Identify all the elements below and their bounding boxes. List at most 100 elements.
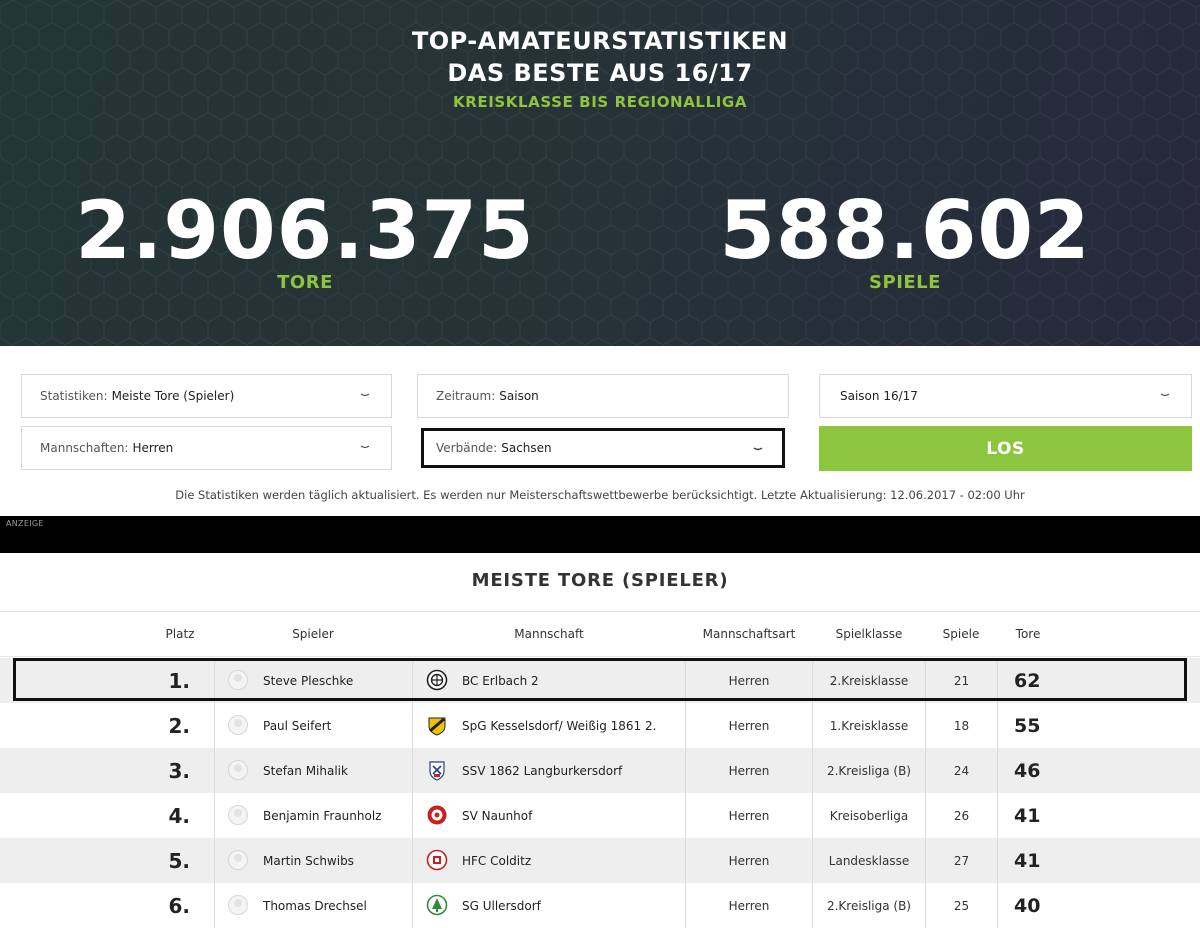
divider [925, 838, 926, 883]
divider [685, 703, 686, 748]
team-name[interactable]: HFC Colditz [462, 853, 532, 868]
chevron-down-icon [360, 393, 370, 397]
club-crest-icon [426, 894, 448, 916]
player-name[interactable]: Paul Seifert [263, 718, 332, 733]
header-mannschaft: Mannschaft [514, 627, 584, 641]
rank-cell: 3. [168, 758, 190, 783]
player-name[interactable]: Stefan Mihalik [263, 763, 348, 778]
hero-banner: TOP-AMATEURSTATISTIKEN DAS BESTE AUS 16/… [0, 0, 1200, 346]
club-crest-icon [429, 761, 445, 781]
team-name[interactable]: SSV 1862 Langburkersdorf [462, 763, 623, 778]
table-row[interactable]: 5. Martin Schwibs HFC Colditz Herren Landesk… [0, 838, 1200, 883]
update-info-text: Die Statistiken werden täglich aktualisi… [175, 488, 1025, 502]
goals-count: 41 [1014, 804, 1041, 827]
mannschaften-key: Mannschaften: [40, 441, 129, 455]
team-type: Herren [728, 808, 770, 823]
team-name[interactable]: BC Erlbach 2 [462, 673, 539, 688]
divider [214, 793, 215, 838]
league-class: Landesklasse [828, 853, 910, 868]
team-type: Herren [728, 718, 770, 733]
divider [812, 793, 813, 838]
games-count: 25 [953, 898, 970, 913]
table-title: MEISTE TORE (SPIELER) [471, 570, 729, 591]
team-name[interactable]: SG Ullersdorf [462, 898, 541, 913]
table-row[interactable]: 6. Thomas Drechsel SG Ullersdorf Herren 2.Kr… [0, 883, 1200, 928]
divider [997, 658, 998, 703]
team-type: Herren [728, 898, 770, 913]
header-mannschaftsart: Mannschaftsart [702, 627, 796, 641]
team-name[interactable]: SpG Kesselsdorf/ Weißig 1861 2. [462, 718, 657, 733]
hexagon-pattern [0, 0, 1200, 346]
league-class: 2.Kreisliga (B) [826, 763, 911, 778]
divider [412, 883, 413, 928]
divider [685, 793, 686, 838]
goals-count: 40 [1014, 894, 1041, 917]
divider [812, 838, 813, 883]
player-avatar [228, 760, 248, 780]
divider [925, 748, 926, 793]
divider [685, 838, 686, 883]
player-name[interactable]: Benjamin Fraunholz [263, 808, 382, 823]
statistiken-select[interactable]: Statistiken: Meiste Tore (Spieler) [21, 374, 392, 418]
verbaende-value: Sachsen [501, 441, 552, 455]
header-spielklasse: Spielklasse [835, 627, 903, 641]
divider [412, 658, 413, 703]
league-class: 1.Kreisklasse [829, 718, 909, 733]
header-tore: Tore [1015, 627, 1041, 641]
team-name[interactable]: SV Naunhof [462, 808, 533, 823]
goals-count: 46 [1014, 759, 1041, 782]
club-crest-icon [426, 669, 448, 691]
mannschaften-value: Herren [132, 441, 174, 455]
rank-cell: 5. [168, 848, 190, 873]
games-count: 27 [953, 853, 970, 868]
games-count: 21 [953, 673, 970, 688]
player-name[interactable]: Martin Schwibs [263, 853, 354, 868]
los-submit-button[interactable]: LOS [819, 426, 1192, 471]
header-platz: Platz [165, 627, 195, 641]
hero-subtitle: KREISKLASSE BIS REGIONALLIGA [452, 93, 748, 111]
club-crest-icon [426, 849, 448, 871]
table-row[interactable]: 3. Stefan Mihalik SSV 1862 Langburkersdorf… [0, 748, 1200, 793]
player-avatar [228, 805, 248, 825]
table-row[interactable]: 4. Benjamin Fraunholz SV Naunhof Herren Krei… [0, 793, 1200, 838]
league-class: Kreisoberliga [829, 808, 909, 823]
table-row[interactable]: 2. Paul Seifert SpG Kesselsdorf/ Weißig 18… [0, 703, 1200, 748]
divider [685, 658, 686, 703]
zeitraum-value: Saison [499, 389, 539, 403]
table-row[interactable]: 1. Steve Pleschke BC Erlbach 2 Herren 2.Krei… [0, 658, 1200, 703]
zeitraum-select[interactable]: Zeitraum: Saison [417, 374, 789, 418]
player-name[interactable]: Thomas Drechsel [263, 898, 367, 913]
rank-cell: 6. [168, 893, 190, 918]
hero-title-line1: TOP-AMATEURSTATISTIKEN [411, 27, 789, 55]
divider [997, 883, 998, 928]
games-count: 24 [953, 763, 970, 778]
divider [925, 658, 926, 703]
total-goals-label: TORE [277, 272, 333, 293]
rank-cell: 1. [168, 668, 190, 693]
team-type: Herren [728, 853, 770, 868]
divider [925, 793, 926, 838]
divider [214, 748, 215, 793]
games-count: 26 [953, 808, 970, 823]
player-avatar [228, 850, 248, 870]
player-avatar [228, 670, 248, 690]
header-spieler: Spieler [292, 627, 334, 641]
total-games-value: 588.602 [719, 184, 1091, 277]
zeitraum-key: Zeitraum: [436, 389, 496, 403]
chevron-down-icon [1160, 393, 1170, 397]
goals-count: 62 [1014, 669, 1041, 692]
hero-title-line2: DAS BESTE AUS 16/17 [447, 59, 753, 87]
divider [925, 703, 926, 748]
divider [412, 748, 413, 793]
player-name[interactable]: Steve Pleschke [263, 673, 354, 688]
saison-select[interactable]: Saison 16/17 [819, 374, 1192, 418]
mannschaften-select[interactable]: Mannschaften: Herren [21, 426, 392, 470]
total-goals-value: 2.906.375 [75, 184, 535, 277]
league-class: 2.Kreisklasse [829, 673, 909, 688]
statistiken-value: Meiste Tore (Spieler) [111, 389, 235, 403]
rank-cell: 4. [168, 803, 190, 828]
divider [812, 748, 813, 793]
advertisement-bar: ANZEIGE [0, 516, 1200, 553]
ad-label: ANZEIGE [6, 519, 44, 528]
verbaende-select[interactable]: Verbände: Sachsen [421, 428, 785, 468]
